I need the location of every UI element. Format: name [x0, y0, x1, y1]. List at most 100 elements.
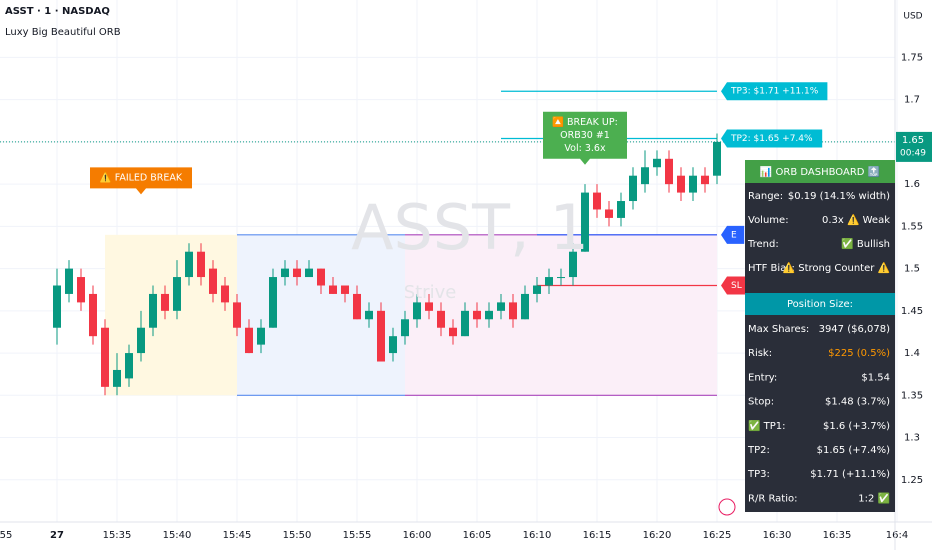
dashboard-label: Entry:	[748, 372, 777, 383]
candle-body	[545, 277, 553, 286]
annotation-line: ⚠️ FAILED BREAK	[100, 171, 183, 183]
x-tick-label: 16:00	[403, 530, 432, 541]
dashboard-label: Max Shares:	[748, 324, 809, 335]
x-tick-label: 55	[0, 530, 12, 541]
y-tick-label: 1.4	[904, 348, 920, 359]
dashboard-section-title: Position Size:	[787, 299, 853, 310]
y-tick-label: 1.7	[904, 95, 920, 106]
candle-body	[581, 192, 589, 252]
annotation-line: ORB30 #1	[560, 129, 610, 140]
candle-body	[653, 158, 661, 168]
level-tag-text: TP3: $1.71 +11.1%	[730, 87, 819, 97]
y-tick-label: 1.25	[901, 475, 923, 486]
candle-body	[521, 293, 529, 320]
candle-body	[617, 201, 625, 218]
dashboard-value: $1.54	[861, 372, 890, 383]
candle-body	[341, 285, 349, 294]
candle-body	[197, 251, 205, 278]
candle-body	[629, 175, 637, 202]
candle-body	[53, 285, 61, 328]
candle-body	[713, 141, 721, 176]
x-tick-label: 16:30	[763, 530, 792, 541]
dashboard-value: 1:2 ✅	[858, 491, 890, 504]
candle-body	[149, 293, 157, 328]
dashboard-value: $1.65 (+7.4%)	[817, 445, 890, 456]
watermark-sub: Strive	[404, 282, 457, 303]
candle-body	[329, 285, 337, 294]
candle-body	[497, 302, 505, 311]
dashboard-label: Stop:	[748, 397, 774, 408]
dashboard-label: ✅ TP1:	[748, 419, 786, 432]
candle-body	[209, 268, 217, 294]
dashboard-value: 3947 ($6,078)	[819, 324, 891, 335]
last-price-tag	[896, 131, 932, 162]
level-tag-text: E	[731, 230, 737, 240]
x-tick-label: 16:10	[523, 530, 552, 541]
dashboard-value: 0.3x ⚠️ Weak	[822, 213, 890, 226]
dashboard-value: $0.19 (14.1% width)	[788, 191, 890, 202]
candle-body	[461, 310, 469, 337]
x-tick-label: 15:45	[223, 530, 252, 541]
candle-body	[293, 268, 301, 278]
dashboard-label: Volume:	[748, 215, 789, 226]
alert-icon[interactable]	[718, 498, 736, 516]
x-tick-label: 27	[50, 530, 64, 541]
candle-body	[485, 310, 493, 320]
x-tick-label: 15:55	[343, 530, 372, 541]
dashboard-label: Range:	[748, 191, 783, 202]
level-tag	[721, 129, 823, 148]
x-tick-label: 15:35	[103, 530, 132, 541]
currency[interactable]: USD	[903, 12, 922, 22]
candle-body	[305, 268, 313, 278]
candle-body	[281, 268, 289, 278]
x-tick-label: 16:15	[583, 530, 612, 541]
indicator-name[interactable]: Luxy Big Beautiful ORB	[5, 27, 121, 38]
dashboard-value: $1.6 (+3.7%)	[823, 421, 890, 432]
candle-body	[89, 293, 97, 337]
candle-body	[557, 277, 565, 279]
level-tag	[721, 225, 745, 244]
level-tag-text: SL	[731, 281, 742, 291]
dashboard-bg	[745, 160, 895, 512]
candle-body	[593, 192, 601, 210]
dashboard-label: Risk:	[748, 348, 772, 359]
candle-body	[173, 277, 181, 311]
y-tick-label: 1.6	[904, 179, 920, 190]
candle-body	[221, 285, 229, 303]
symbol[interactable]: ASST · 1 · NASDAQ	[5, 6, 110, 17]
candle-body	[389, 336, 397, 354]
candle-body	[353, 293, 361, 320]
dashboard-value: ✅ Bullish	[841, 237, 890, 250]
candle-body	[689, 175, 697, 193]
y-tick-label: 1.55	[901, 221, 923, 232]
dashboard-value: $1.48 (3.7%)	[825, 397, 890, 408]
candle-body	[473, 310, 481, 320]
candle-body	[365, 310, 373, 320]
orb-zone	[405, 234, 717, 396]
candle-body	[569, 251, 577, 278]
x-tick-label: 16:4	[886, 530, 908, 541]
candle-body	[665, 158, 673, 185]
dashboard-value: ⚠️ Strong Counter ⚠️	[783, 261, 890, 274]
dashboard-label: HTF Bias:	[748, 263, 795, 274]
x-tick-label: 16:20	[643, 530, 672, 541]
candle-body	[425, 302, 433, 311]
candle-body	[77, 277, 85, 303]
candle-body	[161, 293, 169, 311]
dashboard-label: Trend:	[747, 239, 779, 250]
candle-body	[233, 302, 241, 328]
x-tick-label: 16:25	[703, 530, 732, 541]
y-tick-label: 1.75	[901, 52, 923, 63]
watermark: ASST, 1	[351, 191, 589, 264]
candle-body	[449, 327, 457, 337]
candle-body	[269, 277, 277, 328]
y-tick-label: 1.35	[901, 390, 923, 401]
candle-body	[101, 327, 109, 387]
candle-body	[401, 319, 409, 337]
dashboard-value: $225 (0.5%)	[828, 348, 890, 359]
candle-body	[65, 268, 73, 294]
dashboard-title: 📊 ORB DASHBOARD 🔝	[760, 165, 880, 178]
orb-zone	[105, 234, 237, 396]
x-tick-label: 15:50	[283, 530, 312, 541]
